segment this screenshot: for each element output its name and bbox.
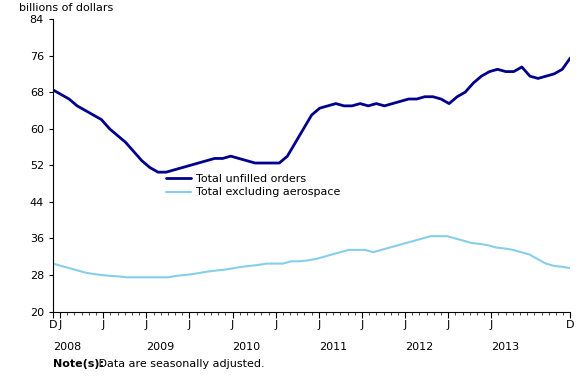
Text: 2013: 2013	[492, 342, 519, 352]
Legend: Total unfilled orders, Total excluding aerospace: Total unfilled orders, Total excluding a…	[162, 170, 345, 202]
Text: 2012: 2012	[405, 342, 433, 352]
Text: 2009: 2009	[146, 342, 175, 352]
Text: Data are seasonally adjusted.: Data are seasonally adjusted.	[95, 359, 265, 369]
Text: 2008: 2008	[53, 342, 81, 352]
Text: billions of dollars: billions of dollars	[19, 3, 113, 13]
Text: 2011: 2011	[319, 342, 347, 352]
Text: Note(s):: Note(s):	[53, 359, 104, 369]
Text: 2010: 2010	[233, 342, 260, 352]
